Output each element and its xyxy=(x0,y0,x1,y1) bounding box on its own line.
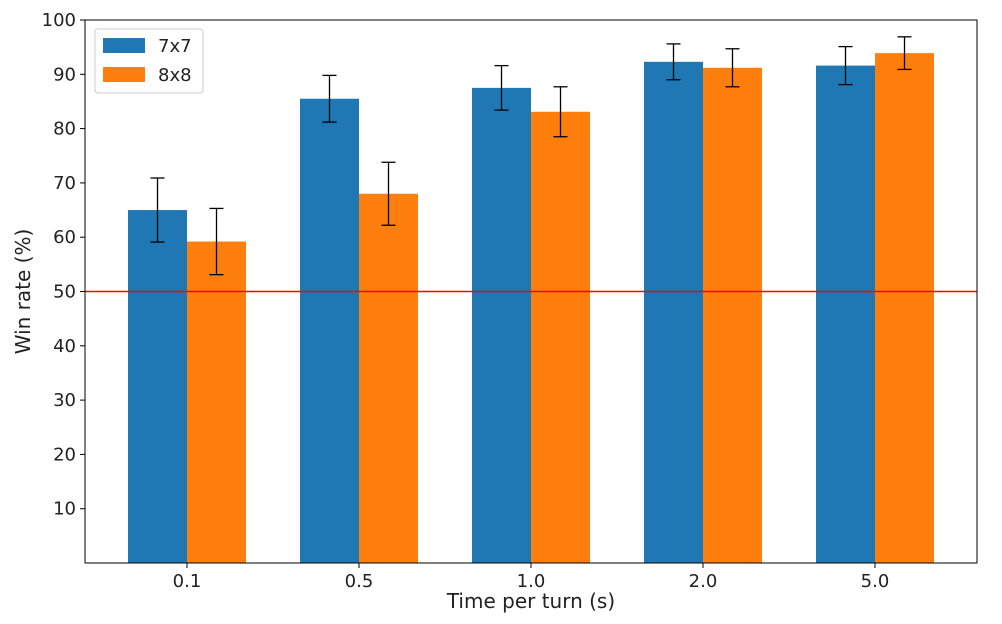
error-bar-7x7-0.1 xyxy=(150,177,165,243)
bar-8x8-2.0 xyxy=(703,67,762,563)
error-bar-8x8-2.0 xyxy=(725,48,740,88)
legend: 7x7 8x8 xyxy=(94,28,204,94)
error-bar-8x8-1.0 xyxy=(553,86,568,138)
bar-7x7-0.5 xyxy=(300,98,359,564)
x-tick-label-2.0: 2.0 xyxy=(689,571,718,592)
y-tick-label-90: 90 xyxy=(53,64,76,85)
y-tick-label-40: 40 xyxy=(53,336,76,357)
y-tick-label-50: 50 xyxy=(53,282,76,303)
legend-swatch-7x7 xyxy=(103,38,145,53)
y-tick-label-10: 10 xyxy=(53,499,76,520)
y-tick-label-70: 70 xyxy=(53,173,76,194)
x-tick-label-0.1: 0.1 xyxy=(173,571,202,592)
bar-7x7-5.0 xyxy=(816,65,875,563)
bar-7x7-2.0 xyxy=(644,61,703,563)
bar-7x7-1.0 xyxy=(472,87,531,563)
error-bars-group xyxy=(150,36,912,276)
y-axis-label: Win rate (%) xyxy=(11,229,35,355)
error-bar-7x7-2.0 xyxy=(666,43,681,81)
error-bar-8x8-0.5 xyxy=(381,161,396,226)
error-bar-7x7-1.0 xyxy=(494,64,509,111)
error-bar-7x7-0.5 xyxy=(322,74,337,123)
bar-8x8-0.5 xyxy=(359,193,418,563)
x-tick-label-1.0: 1.0 xyxy=(517,571,546,592)
bars-group xyxy=(128,53,934,564)
x-axis-label: Time per turn (s) xyxy=(446,589,615,613)
x-tick-label-0.5: 0.5 xyxy=(345,571,374,592)
y-tick-label-100: 100 xyxy=(42,10,76,31)
y-tick-label-80: 80 xyxy=(53,119,76,140)
bar-8x8-5.0 xyxy=(875,53,934,564)
error-bar-8x8-5.0 xyxy=(897,36,912,71)
legend-label-8x8: 8x8 xyxy=(158,65,192,86)
y-tick-label-60: 60 xyxy=(53,227,76,248)
x-axis-ticks: 0.1 0.5 1.0 2.0 5.0 xyxy=(173,563,890,592)
y-axis-ticks: 10 20 30 40 50 60 70 80 90 100 xyxy=(42,10,85,520)
bar-8x8-0.1 xyxy=(187,241,246,563)
bar-7x7-0.1 xyxy=(128,210,187,564)
legend-swatch-8x8 xyxy=(103,67,145,82)
y-tick-label-30: 30 xyxy=(53,390,76,411)
error-bar-8x8-0.1 xyxy=(209,207,224,276)
error-bar-7x7-5.0 xyxy=(838,45,853,86)
x-tick-label-5.0: 5.0 xyxy=(861,571,890,592)
legend-label-7x7: 7x7 xyxy=(158,36,192,57)
y-tick-label-20: 20 xyxy=(53,444,76,465)
bar-8x8-1.0 xyxy=(531,111,590,563)
